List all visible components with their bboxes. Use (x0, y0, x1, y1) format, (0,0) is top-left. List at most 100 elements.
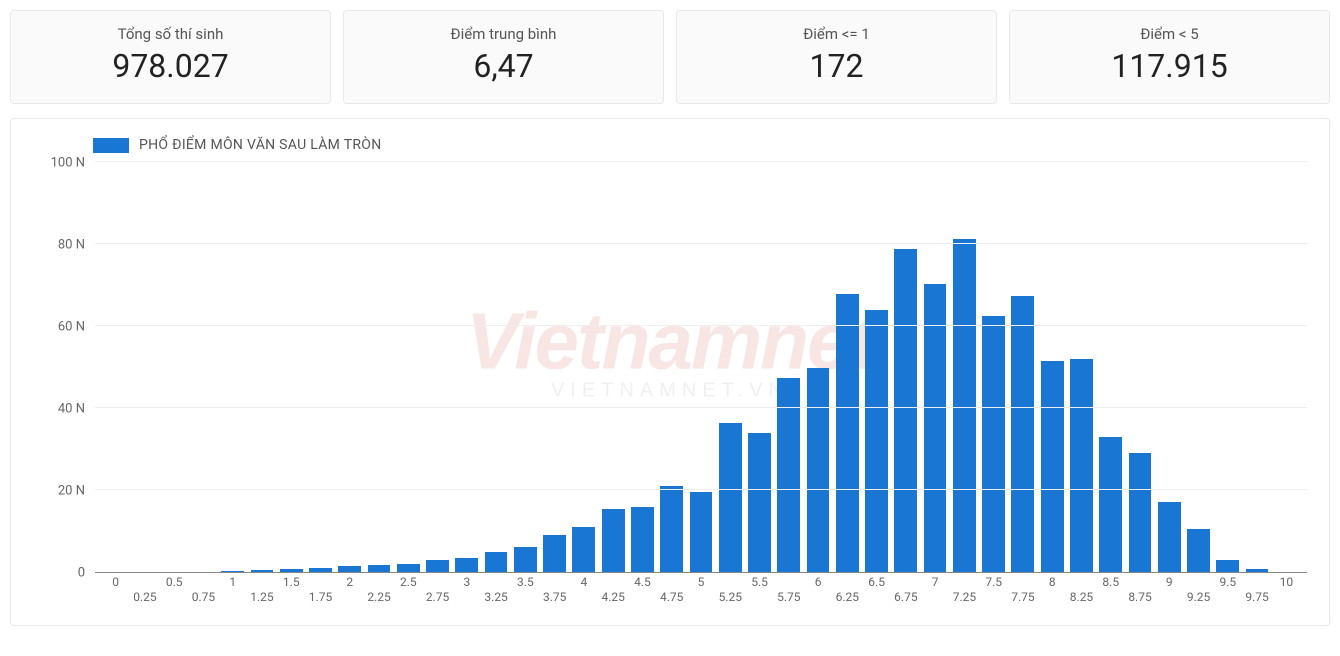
x-ticks: 0 0.25 0.5 0.75 1 1.25 1.5 1.75 2 2.25 2.5 2.75 3 3.2… (101, 573, 1301, 607)
y-tick-label: 20 N (58, 484, 85, 499)
bar (397, 564, 420, 572)
bar (690, 492, 713, 572)
x-tick-label: 3.25 (484, 590, 507, 604)
x-tick-label: 9.75 (1245, 590, 1268, 604)
bar-slot (716, 163, 745, 572)
x-tick-label: 6.25 (836, 590, 859, 604)
bar-slot (950, 163, 979, 572)
x-tick-label: 3 (463, 575, 470, 589)
bar-slot (1008, 163, 1037, 572)
x-axis: 0 0.25 0.5 0.75 1 1.25 1.5 1.75 2 2.25 2.5 2.75 3 3.2… (95, 573, 1307, 607)
bar (982, 316, 1005, 572)
chart-body: Vietnamnet VIETNAMNET.VN 020 N40 N60 N80… (33, 163, 1307, 607)
bar-slot (1184, 163, 1213, 572)
bar-slot (130, 163, 159, 572)
bar-slot (364, 163, 393, 572)
bar-slot (657, 163, 686, 572)
bar-slot (540, 163, 569, 572)
x-tick-label: 0.5 (166, 575, 183, 589)
stat-card: Điểm trung bình6,47 (343, 10, 664, 104)
y-tick-label: 40 N (58, 402, 85, 417)
bar (1070, 359, 1093, 572)
x-tick-label: 2.75 (426, 590, 449, 604)
bar (514, 547, 537, 572)
grid-line (95, 243, 1307, 244)
x-tick-label: 2 (346, 575, 353, 589)
bar (953, 239, 976, 572)
bar-slot (1155, 163, 1184, 572)
stat-value: 172 (687, 47, 986, 85)
bar (309, 568, 332, 572)
bar-slot (189, 163, 218, 572)
x-tick-label: 0.25 (133, 590, 156, 604)
grid-line (95, 407, 1307, 408)
bar-slot (569, 163, 598, 572)
x-tick-label: 1.5 (283, 575, 300, 589)
x-tick-label: 7.75 (1011, 590, 1034, 604)
stat-label: Điểm trung bình (354, 25, 653, 43)
bar (221, 571, 244, 572)
x-tick-label: 3.75 (543, 590, 566, 604)
x-tick-label: 1.25 (250, 590, 273, 604)
x-tick-label: 5.75 (777, 590, 800, 604)
bar (1246, 569, 1269, 572)
x-tick-label: 8 (1049, 575, 1056, 589)
x-tick-label: 0.75 (192, 590, 215, 604)
x-tick-label: 6 (815, 575, 822, 589)
x-tick-label: 7 (932, 575, 939, 589)
bar-slot (979, 163, 1008, 572)
x-tick-label: 2.25 (367, 590, 390, 604)
y-tick-label: 60 N (58, 320, 85, 335)
x-tick-label: 4.5 (634, 575, 651, 589)
bar (485, 552, 508, 572)
bar (1129, 453, 1152, 572)
grid-line (95, 325, 1307, 326)
bar (865, 310, 888, 572)
bar (251, 570, 274, 572)
bar-slot (423, 163, 452, 572)
bar (924, 284, 947, 572)
bar-slot (481, 163, 510, 572)
x-tick-label: 7.25 (953, 590, 976, 604)
bar-slot (1067, 163, 1096, 572)
y-tick-label: 0 (78, 566, 85, 581)
x-tick-label: 9.5 (1220, 575, 1237, 589)
bar (894, 249, 917, 572)
x-tick-label: 8.75 (1128, 590, 1151, 604)
bar (572, 527, 595, 572)
x-tick-label: 2.5 (400, 575, 417, 589)
bar (338, 566, 361, 572)
bars-container (95, 163, 1307, 572)
bar-slot (1038, 163, 1067, 572)
bar-slot (335, 163, 364, 572)
y-axis: 020 N40 N60 N80 N100 N (33, 163, 95, 573)
grid-line (95, 161, 1307, 162)
x-tick-label: 9.25 (1187, 590, 1210, 604)
bar (1187, 529, 1210, 572)
stat-label: Điểm < 5 (1020, 25, 1319, 43)
stat-label: Tổng số thí sinh (21, 25, 320, 43)
bar-slot (218, 163, 247, 572)
bar (1011, 296, 1034, 572)
bar (1216, 560, 1239, 572)
x-tick-label: 7.5 (985, 575, 1002, 589)
bar (660, 486, 683, 572)
bar-slot (599, 163, 628, 572)
chart-card: PHỔ ĐIỂM MÔN VĂN SAU LÀM TRÒN Vietnamnet… (10, 118, 1330, 626)
bar-slot (1125, 163, 1154, 572)
stat-label: Điểm <= 1 (687, 25, 986, 43)
bar-slot (628, 163, 657, 572)
y-tick-label: 100 N (51, 156, 85, 171)
stat-card: Tổng số thí sinh978.027 (10, 10, 331, 104)
bar-slot (160, 163, 189, 572)
x-tick-label: 5.25 (719, 590, 742, 604)
x-tick-label: 0 (112, 575, 119, 589)
stat-card: Điểm <= 1 172 (676, 10, 997, 104)
stat-value: 117.915 (1020, 47, 1319, 85)
bar (602, 509, 625, 572)
bar-slot (306, 163, 335, 572)
grid-line (95, 489, 1307, 490)
x-tick-label: 1.75 (309, 590, 332, 604)
x-tick-label: 4.25 (601, 590, 624, 604)
x-tick-label: 1 (229, 575, 236, 589)
